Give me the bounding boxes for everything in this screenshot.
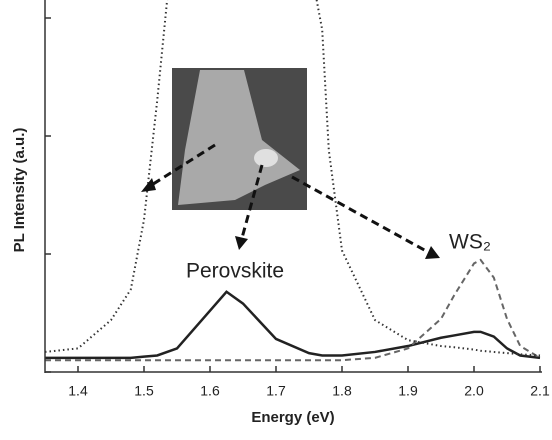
inset-photo [172, 68, 307, 210]
x-tick-label: 1.9 [398, 383, 418, 399]
flake-highlight [254, 149, 278, 167]
x-tick-label: 1.5 [134, 383, 154, 399]
x-tick-label: 1.8 [332, 383, 352, 399]
arrow-head [425, 246, 440, 259]
x-tick-label: 1.7 [266, 383, 286, 399]
x-tick-label: 1.4 [68, 383, 88, 399]
y-axis-label: PL Intensity (a.u.) [11, 128, 28, 253]
x-tick-label: 1.6 [200, 383, 220, 399]
x-axis-label: Energy (eV) [251, 409, 334, 426]
arrow [292, 177, 428, 252]
series-line [45, 292, 540, 358]
x-tick-label: 2.0 [464, 383, 484, 399]
arrow-head [141, 178, 156, 192]
annotation: Perovskite [186, 260, 284, 283]
arrow-head [235, 236, 248, 250]
chart: Perovskite WS₂ Energy (eV) PL Intensity … [0, 0, 552, 435]
x-tick-label: 2.1 [530, 383, 550, 399]
annotation: WS₂ [449, 231, 491, 254]
